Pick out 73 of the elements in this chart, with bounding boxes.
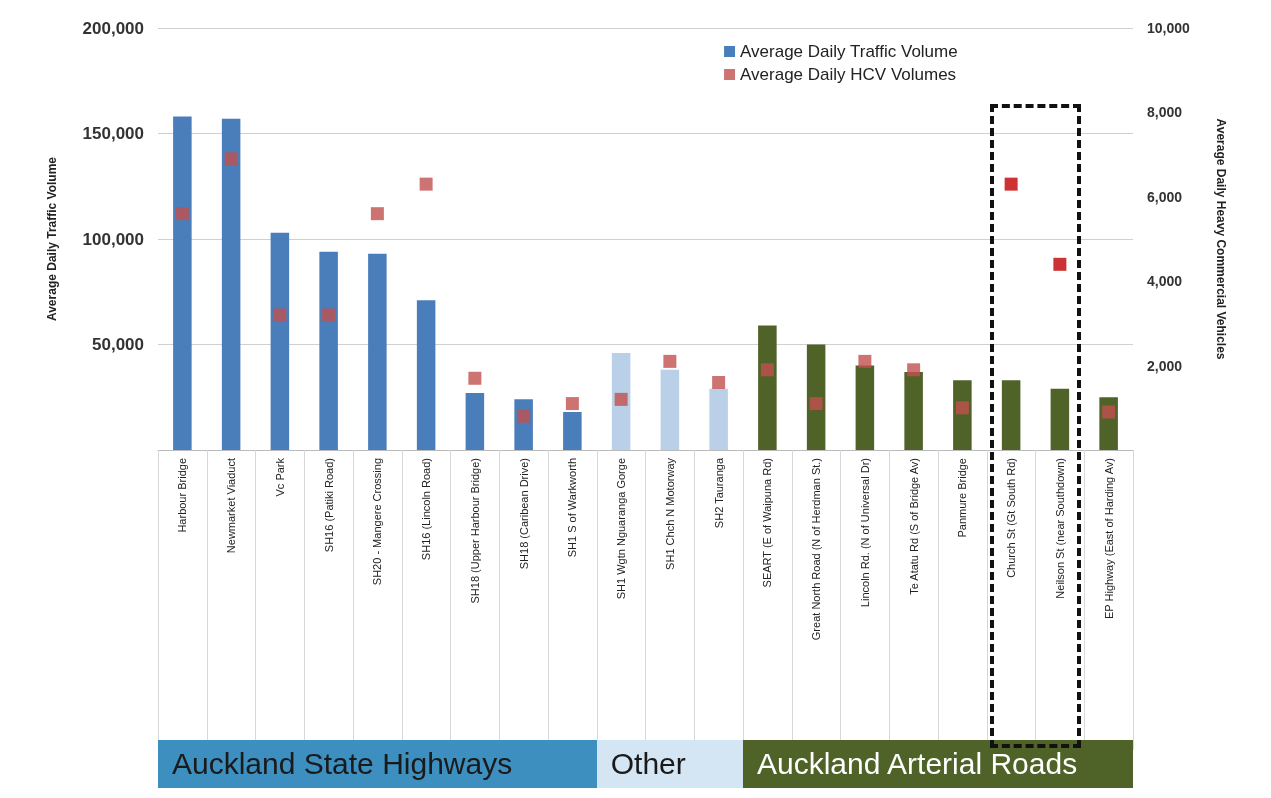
point [273, 308, 287, 322]
point [1102, 405, 1116, 419]
bar [221, 118, 241, 450]
bar [416, 300, 436, 450]
bar [465, 393, 485, 450]
legend-label: Average Daily HCV Volumes [740, 65, 957, 84]
y-tick-label: 200,000 [82, 18, 144, 38]
point [907, 363, 921, 377]
x-tick-label: SH1 Chch N Motorway [663, 457, 676, 570]
x-tick-label: Church St (Gt South Rd) [1005, 458, 1018, 578]
y-axis-title: Average Daily Traffic Volume [45, 156, 59, 322]
y2-axis-title: Average Daily Heavy Commercial Vehicles [1214, 118, 1228, 360]
y2-tick-label: 8,000 [1147, 104, 1183, 121]
point [614, 392, 628, 406]
x-tick-label: SH18 (Caribean Drive) [517, 458, 530, 570]
point [175, 207, 189, 221]
bar [368, 253, 387, 450]
point [712, 375, 726, 389]
bar [319, 251, 338, 450]
point [419, 177, 433, 191]
point [663, 354, 677, 368]
point [809, 397, 823, 411]
x-tick-label: Great North Road (N of Herdman St.) [810, 458, 823, 641]
point [565, 397, 579, 411]
point [468, 371, 482, 385]
point [224, 152, 238, 166]
x-tick-label: Lincoln Rd. (N of Universal Dr) [858, 458, 871, 608]
y2-tick-label: 2,000 [1147, 357, 1183, 374]
bar [758, 325, 777, 450]
x-tick-label: EP Highway (East of Harding Av) [1102, 458, 1115, 620]
point [955, 401, 969, 415]
legend-label: Average Daily Traffic Volume [740, 42, 958, 61]
point [322, 308, 336, 322]
bar [563, 412, 582, 450]
x-tick-label: SH16 (Patiki Road) [322, 458, 335, 553]
x-tick-label: Te Atatu Rd (S of Bridge Av) [907, 458, 920, 595]
bar [709, 388, 728, 450]
x-tick-label: SH1 S of Warkworth [566, 458, 579, 558]
point [760, 363, 774, 377]
bar [1001, 380, 1021, 450]
x-tick-label: SEART (E of Waipuna Rd) [761, 458, 774, 588]
x-tick-label: Newmarket Viaduct [225, 458, 238, 554]
bar [270, 232, 290, 450]
y-tick-label: 150,000 [82, 124, 144, 143]
y2-tick-label: 4,000 [1147, 273, 1183, 290]
x-tick-label: Vc Park [273, 457, 286, 497]
x-tick-label: Harbour Bridge [176, 458, 189, 533]
y2-tick-label: 10,000 [1147, 20, 1191, 36]
point [858, 354, 872, 368]
y2-tick-label: 6,000 [1147, 188, 1183, 205]
point [1053, 257, 1067, 271]
bar [806, 344, 826, 450]
x-tick-label: SH18 (Upper Harbour Bridge) [468, 458, 481, 604]
bar [611, 352, 631, 450]
x-tick-label: SH2 Tauranga [712, 457, 725, 529]
text: Other [596, 740, 743, 788]
x-tick-label: Neilson St (near Southdown) [1053, 458, 1066, 599]
x-tick-label: SH16 (Lincoln Road) [420, 458, 433, 561]
x-tick-label: SH20 - Mangere Crossing [371, 458, 384, 586]
bar [1050, 388, 1070, 450]
x-tick-label: SH1 Wgtn Nguaranga Gorge [615, 458, 628, 600]
bar [660, 369, 680, 450]
bar [855, 365, 875, 450]
y-tick-label: 50,000 [92, 335, 144, 354]
point [517, 409, 531, 423]
point [1004, 177, 1018, 191]
text: Auckland State Highways [158, 740, 597, 788]
point [370, 207, 384, 221]
x-tick-label: Panmure Bridge [956, 458, 969, 538]
bar [173, 116, 192, 450]
y-tick-label: 100,000 [82, 229, 144, 249]
text: Auckland Arterial Roads [743, 740, 1133, 788]
bar [904, 371, 923, 450]
